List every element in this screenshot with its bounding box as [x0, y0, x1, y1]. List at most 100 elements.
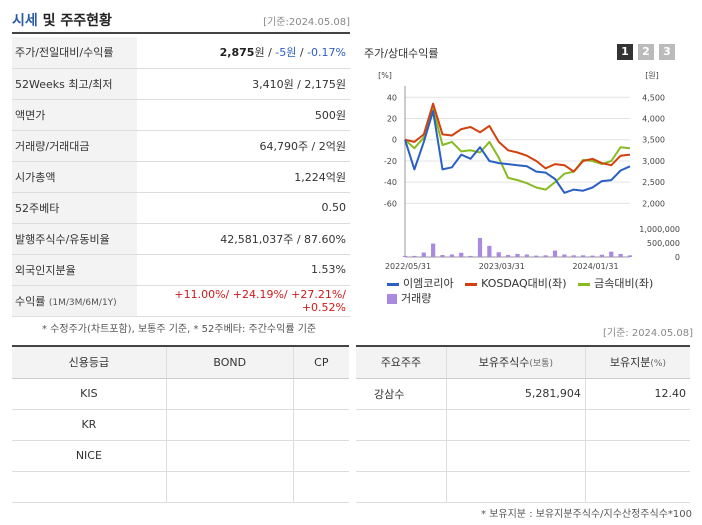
legend-swatch-kosdaq: [465, 282, 478, 286]
holder-cell: 5,281,904: [445, 378, 586, 410]
x-axis-tick: 2023/03/31: [479, 262, 525, 271]
credit-cell: [165, 471, 294, 503]
section-header: 시세 및 주주현황 [기준:2024.05.08]: [12, 8, 350, 34]
x-axis-tick: 2022/05/31: [385, 262, 431, 271]
chart-tab-3[interactable]: 3: [659, 44, 675, 60]
holder-cell: [356, 440, 447, 472]
reference-date: [기준:2024.05.08]: [263, 17, 350, 28]
x-axis-tick: 2024/01/31: [572, 262, 618, 271]
price-row-label: 거래량/거래대금: [12, 130, 137, 162]
volume-bar: [552, 250, 558, 257]
price-row-value: 500원: [137, 99, 350, 131]
left-axis-tick: 40: [387, 93, 397, 102]
volume-bar: [562, 254, 567, 257]
volume-bar: [477, 237, 483, 257]
legend-swatch-stock: [387, 282, 399, 286]
price-row: 거래량/거래대금 64,790주 / 2억원: [12, 130, 350, 162]
holder-cell: 강삼수: [356, 378, 447, 410]
holder-row: [356, 440, 690, 472]
credit-row: NICE: [12, 440, 349, 472]
holder-header-name: 주요주주: [356, 345, 447, 379]
left-axis-tick: 0: [392, 136, 397, 145]
volume-bar: [543, 255, 548, 257]
volume-bar: [618, 253, 623, 257]
right-axis-price-tick: 2,500: [642, 178, 665, 187]
left-axis-tick: 20: [387, 115, 397, 124]
chart-tab-2[interactable]: 2: [638, 44, 654, 60]
price-row-label: 외국인지분율: [12, 254, 137, 286]
volume-bar: [487, 245, 492, 257]
price-row-value: 2,875원 / -5원 / -0.17%: [137, 37, 350, 69]
chart-title: 주가/상대수익률: [364, 47, 439, 60]
credit-row: KR: [12, 409, 349, 441]
holder-row: 강삼수 5,281,904 12.40: [356, 378, 690, 410]
holder-cell: [584, 440, 690, 472]
volume-bar: [431, 243, 436, 257]
holder-cell: [584, 409, 690, 441]
credit-row: KIS: [12, 378, 349, 410]
left-axis-tick: -40: [384, 178, 397, 187]
section-title: 시세 및 주주현황: [12, 13, 112, 29]
legend-item: 거래량: [387, 291, 431, 306]
credit-cell: [165, 440, 294, 472]
right-axis-price-tick: 2,000: [642, 199, 665, 208]
price-row-value: 42,581,037주 / 87.60%: [137, 223, 350, 255]
holder-reference-date: [기준: 2024.05.08]: [602, 328, 693, 339]
price-row-label: 액면가: [12, 99, 137, 131]
major-shareholder-table: 주요주주 보유주식수(보통) 보유지분(%) 강삼수 5,281,904 12.40: [356, 345, 690, 503]
holder-row: [356, 471, 690, 503]
volume-bar: [515, 253, 520, 257]
volume-bar: [421, 252, 426, 257]
holder-row: [356, 409, 690, 441]
volume-bar: [590, 255, 595, 257]
credit-cell: [292, 471, 349, 503]
legend-item: 이엠코리아: [387, 276, 454, 291]
right-axis-volume-tick: 0: [675, 253, 680, 262]
holder-cell: [356, 409, 447, 441]
volume-bar: [468, 255, 473, 257]
price-table: 주가/전일대비/수익률 2,875원 / -5원 / -0.17% 52Weeks …: [12, 37, 350, 317]
price-row-label: 주가/전일대비/수익률: [12, 37, 137, 69]
volume-bar: [459, 252, 464, 257]
holding-footnote: * 보유지분 : 보유지분주식수/지수산정주식수*100: [481, 509, 692, 520]
volume-bar: [496, 252, 501, 257]
right-axis-volume-tick: 500,000: [647, 239, 680, 248]
left-axis-unit: [%]: [378, 71, 392, 80]
volume-bar: [627, 255, 633, 257]
credit-header-rating: 신용등급: [12, 345, 167, 379]
holder-cell: [445, 440, 586, 472]
left-axis-tick: -60: [384, 199, 397, 208]
volume-bar: [571, 255, 576, 257]
price-row-label: 52주베타: [12, 192, 137, 224]
right-axis-unit: [원]: [645, 71, 659, 80]
right-axis-price-tick: 4,500: [642, 93, 665, 102]
price-row-value: +11.00%/ +24.19%/ +27.21%/ +0.52%: [137, 285, 350, 317]
volume-bar: [506, 255, 511, 257]
credit-cell: [292, 440, 349, 472]
chart-legend: 이엠코리아 KOSDAQ대비(좌) 금속대비(좌) 거래량: [387, 276, 687, 306]
credit-cell: [165, 378, 294, 410]
price-row-value: 64,790주 / 2억원: [137, 130, 350, 162]
price-row: 발행주식수/유동비율 42,581,037주 / 87.60%: [12, 223, 350, 255]
holder-header-ratio: 보유지분(%): [584, 345, 690, 379]
volume-bar: [440, 255, 445, 257]
legend-item: 금속대비(좌): [578, 276, 653, 291]
holder-header-shares: 보유주식수(보통): [445, 345, 586, 379]
price-row-value: 1.53%: [137, 254, 350, 286]
credit-cell: KIS: [12, 378, 167, 410]
volume-bar: [534, 255, 539, 257]
price-row-value: 1,224억원: [137, 161, 350, 193]
credit-cell: KR: [12, 409, 167, 441]
holder-cell: [356, 471, 447, 503]
credit-cell: [165, 409, 294, 441]
return-chart: [%] [원] 40 20 0 -20 -40 -60 4,500 4,000 3,500 3,000…: [378, 71, 680, 271]
price-footnote: * 수정주가(차트포함), 보통주 기준, * 52주베타: 주간수익률 기준: [42, 324, 317, 335]
price-row: 주가/전일대비/수익률 2,875원 / -5원 / -0.17%: [12, 37, 350, 69]
chart-tab-1[interactable]: 1: [617, 44, 633, 60]
price-row-label: 시가총액: [12, 161, 137, 193]
price-row: 액면가 500원: [12, 99, 350, 131]
holder-cell: [445, 409, 586, 441]
credit-cell: [12, 471, 167, 503]
price-row-label: 수익률 (1M/3M/6M/1Y): [12, 285, 137, 317]
